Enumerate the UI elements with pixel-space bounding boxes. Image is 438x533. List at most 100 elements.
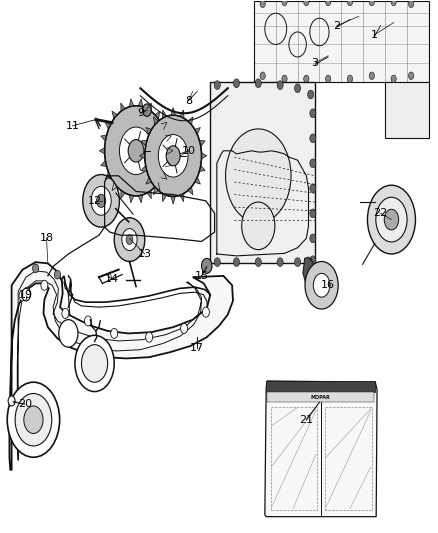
Circle shape [251, 169, 257, 177]
Circle shape [21, 288, 30, 301]
Circle shape [236, 167, 241, 174]
Circle shape [111, 328, 118, 338]
Polygon shape [385, 82, 428, 138]
Text: 17: 17 [190, 343, 204, 353]
Circle shape [201, 259, 212, 273]
Circle shape [260, 72, 265, 79]
Polygon shape [180, 193, 184, 201]
Circle shape [158, 134, 188, 177]
Polygon shape [254, 1, 428, 82]
Polygon shape [10, 262, 233, 470]
Polygon shape [121, 190, 125, 199]
Polygon shape [141, 165, 147, 171]
Circle shape [233, 79, 240, 87]
Circle shape [260, 0, 265, 7]
Polygon shape [303, 257, 315, 285]
Circle shape [114, 217, 145, 262]
Text: 9: 9 [137, 108, 144, 118]
Polygon shape [199, 140, 205, 147]
Circle shape [214, 80, 220, 90]
Polygon shape [188, 117, 193, 125]
Text: 8: 8 [185, 96, 192, 106]
Circle shape [304, 0, 309, 6]
Polygon shape [266, 381, 375, 392]
Polygon shape [201, 152, 207, 159]
Circle shape [367, 185, 416, 254]
Circle shape [145, 115, 201, 197]
Polygon shape [105, 172, 111, 179]
Polygon shape [199, 165, 205, 171]
Circle shape [310, 159, 316, 168]
Polygon shape [105, 123, 111, 129]
Polygon shape [155, 183, 160, 190]
Circle shape [286, 166, 291, 173]
Circle shape [277, 258, 283, 266]
Circle shape [83, 175, 120, 227]
Circle shape [32, 264, 39, 273]
Polygon shape [121, 103, 125, 111]
Circle shape [376, 197, 407, 242]
Circle shape [122, 229, 137, 251]
Polygon shape [138, 195, 143, 203]
Polygon shape [171, 196, 175, 204]
Circle shape [251, 158, 257, 165]
Circle shape [166, 146, 180, 166]
Circle shape [236, 191, 241, 199]
Text: 22: 22 [374, 208, 388, 219]
Circle shape [304, 75, 309, 83]
Circle shape [347, 75, 353, 83]
Circle shape [310, 184, 316, 193]
Circle shape [305, 262, 338, 309]
Circle shape [105, 106, 167, 196]
Polygon shape [161, 172, 167, 179]
Polygon shape [146, 177, 152, 184]
Circle shape [54, 270, 60, 279]
Text: 3: 3 [311, 58, 318, 68]
Circle shape [304, 198, 309, 205]
Circle shape [96, 194, 106, 207]
Circle shape [24, 287, 30, 296]
Circle shape [233, 258, 240, 266]
Circle shape [391, 75, 396, 83]
Circle shape [310, 134, 316, 143]
Polygon shape [166, 160, 171, 166]
Text: 12: 12 [88, 196, 102, 206]
Circle shape [15, 393, 52, 446]
Text: 18: 18 [39, 233, 53, 244]
Circle shape [236, 216, 241, 223]
Circle shape [236, 155, 241, 162]
Polygon shape [195, 127, 200, 134]
Polygon shape [146, 127, 152, 134]
Polygon shape [210, 82, 315, 263]
Polygon shape [140, 152, 145, 159]
Circle shape [310, 109, 316, 118]
Circle shape [75, 335, 114, 392]
Circle shape [409, 72, 414, 79]
Circle shape [146, 332, 152, 342]
Polygon shape [147, 103, 151, 111]
Circle shape [269, 194, 274, 202]
Polygon shape [171, 108, 175, 115]
Circle shape [391, 0, 396, 6]
Polygon shape [129, 99, 134, 107]
Polygon shape [141, 140, 147, 147]
Polygon shape [304, 259, 315, 284]
Circle shape [143, 104, 151, 116]
Circle shape [180, 324, 187, 334]
Circle shape [62, 309, 69, 318]
Circle shape [269, 216, 274, 223]
Polygon shape [188, 187, 193, 195]
Polygon shape [162, 193, 166, 201]
Text: 20: 20 [18, 399, 32, 409]
Circle shape [85, 316, 92, 326]
Polygon shape [153, 187, 158, 195]
Polygon shape [138, 99, 143, 107]
Circle shape [214, 258, 220, 266]
Circle shape [384, 209, 399, 230]
Circle shape [269, 162, 274, 169]
Polygon shape [99, 148, 105, 154]
Text: 16: 16 [321, 280, 335, 290]
Circle shape [251, 181, 257, 189]
Circle shape [409, 0, 414, 7]
Circle shape [304, 170, 309, 177]
